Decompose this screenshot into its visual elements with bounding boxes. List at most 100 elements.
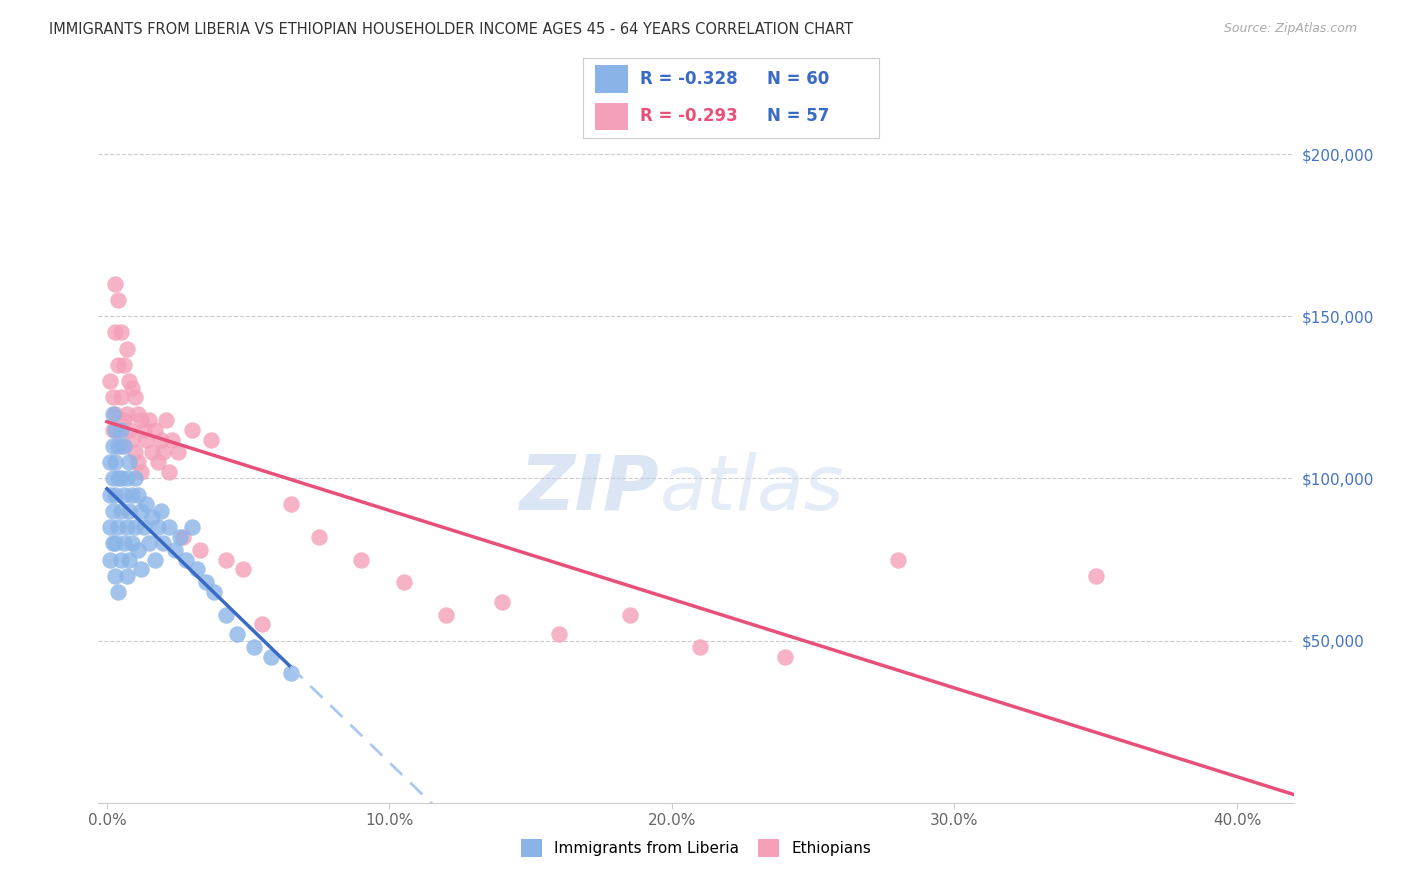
Text: atlas: atlas <box>661 452 845 525</box>
Text: N = 57: N = 57 <box>766 107 830 125</box>
Point <box>887 552 910 566</box>
Point <box>110 423 132 437</box>
Point <box>110 326 132 340</box>
Point <box>243 640 266 654</box>
Point <box>135 497 157 511</box>
Point <box>129 465 152 479</box>
Point <box>434 607 457 622</box>
Point <box>202 585 225 599</box>
Point <box>101 536 124 550</box>
Point <box>773 649 796 664</box>
Point <box>118 504 141 518</box>
Point <box>157 520 180 534</box>
Text: IMMIGRANTS FROM LIBERIA VS ETHIOPIAN HOUSEHOLDER INCOME AGES 45 - 64 YEARS CORRE: IMMIGRANTS FROM LIBERIA VS ETHIOPIAN HOU… <box>49 22 853 37</box>
Point <box>121 433 143 447</box>
Point <box>101 504 124 518</box>
Point <box>155 413 177 427</box>
Point <box>110 552 132 566</box>
Point <box>98 552 121 566</box>
Point <box>127 407 149 421</box>
Point <box>143 423 166 437</box>
Point <box>115 407 138 421</box>
Point <box>619 607 641 622</box>
Point <box>280 666 302 681</box>
Point <box>107 423 129 437</box>
Point <box>132 423 155 437</box>
Point <box>101 390 124 404</box>
Point <box>160 433 183 447</box>
Point <box>127 488 149 502</box>
Point <box>260 649 283 664</box>
Text: R = -0.328: R = -0.328 <box>640 70 737 87</box>
Point <box>107 439 129 453</box>
Point <box>188 542 211 557</box>
Point <box>157 465 180 479</box>
Point <box>107 293 129 307</box>
Point <box>231 562 253 576</box>
Text: R = -0.293: R = -0.293 <box>640 107 737 125</box>
Point <box>104 536 127 550</box>
Point <box>350 552 373 566</box>
Point <box>112 536 135 550</box>
Bar <box>595 65 627 93</box>
Point <box>689 640 711 654</box>
Point <box>166 445 188 459</box>
Point <box>194 575 217 590</box>
Point <box>149 433 172 447</box>
Point <box>112 358 135 372</box>
Point <box>115 471 138 485</box>
Point <box>280 497 302 511</box>
Point <box>118 552 141 566</box>
Point <box>110 390 132 404</box>
Point <box>104 455 127 469</box>
Point <box>98 520 121 534</box>
Point <box>118 423 141 437</box>
Text: ZIP: ZIP <box>520 452 661 525</box>
Point <box>141 445 163 459</box>
Point <box>129 413 152 427</box>
Point <box>98 374 121 388</box>
Point <box>104 407 127 421</box>
Point <box>180 520 202 534</box>
Point <box>174 552 197 566</box>
Point <box>104 326 127 340</box>
Point <box>124 471 146 485</box>
Point <box>548 627 571 641</box>
Point <box>138 413 160 427</box>
Point <box>98 455 121 469</box>
Point <box>112 439 135 453</box>
Point <box>141 510 163 524</box>
Point <box>121 536 143 550</box>
Point <box>143 552 166 566</box>
Point <box>138 536 160 550</box>
Point <box>392 575 415 590</box>
Point <box>308 530 330 544</box>
Point <box>101 407 124 421</box>
Text: Source: ZipAtlas.com: Source: ZipAtlas.com <box>1223 22 1357 36</box>
Point <box>107 585 129 599</box>
Point <box>107 471 129 485</box>
Legend: Immigrants from Liberia, Ethiopians: Immigrants from Liberia, Ethiopians <box>515 833 877 863</box>
Point <box>491 595 513 609</box>
Point <box>172 530 194 544</box>
Point <box>186 562 208 576</box>
Point <box>124 445 146 459</box>
Point <box>104 488 127 502</box>
Point <box>110 471 132 485</box>
Point <box>152 536 174 550</box>
Point <box>214 552 236 566</box>
Point <box>146 520 169 534</box>
Point <box>118 455 141 469</box>
Text: N = 60: N = 60 <box>766 70 828 87</box>
Point <box>112 413 135 427</box>
Point <box>163 542 186 557</box>
Point <box>115 520 138 534</box>
Point <box>152 445 174 459</box>
Point <box>146 455 169 469</box>
Point <box>180 423 202 437</box>
Point <box>101 471 124 485</box>
Point <box>129 504 152 518</box>
Point <box>149 504 172 518</box>
Point <box>115 342 138 356</box>
Point <box>129 562 152 576</box>
